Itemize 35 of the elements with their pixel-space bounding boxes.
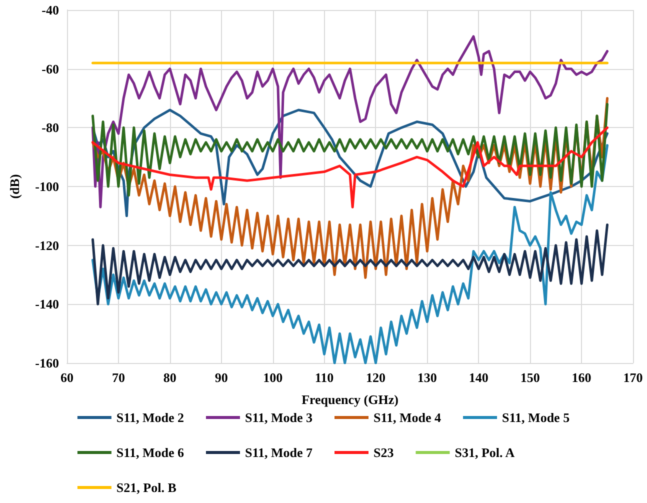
legend-label: S11, Mode 7 [244,445,313,460]
y-tick-label: -40 [42,2,59,18]
x-tick-label: 140 [468,370,488,385]
x-tick-label: 100 [263,370,283,385]
x-tick-label: 170 [623,370,643,385]
legend-label: S21, Pol. B [116,480,177,495]
legend-label: S11, Mode 4 [374,410,442,425]
legend-label: S11, Mode 6 [116,445,184,460]
x-tick-label: 110 [314,370,334,385]
legend-label: S11, Mode 5 [502,410,570,425]
y-tick-label: -80 [42,120,59,136]
line-series [91,144,609,364]
x-tick-label: 120 [366,370,386,385]
x-tick-label: 70 [112,370,125,385]
x-tick-label: 90 [214,370,228,385]
x-tick-label: 130 [417,370,437,385]
legend-label: S11, Mode 3 [244,410,313,425]
x-tick-label: 160 [572,370,592,385]
line-series [91,126,609,208]
y-tick-label: -120 [35,238,59,253]
x-tick-label: 60 [60,370,74,385]
x-tick-label: 80 [163,370,176,385]
legend-label: S31, Pol. A [454,445,516,460]
legend-label: S23 [374,445,394,460]
line-series [91,35,609,208]
legend-label: S11, Mode 2 [116,410,184,425]
y-tick-label: -60 [42,61,59,76]
line-series [91,102,609,197]
x-axis-title: Frequency (GHz) [302,392,398,407]
y-tick-label: -100 [35,179,59,194]
x-tick-label: 150 [520,370,540,385]
y-tick-label: -160 [35,356,59,370]
y-axis-title: (dB) [7,174,22,199]
y-tick-label: -140 [35,296,59,312]
line-series [91,223,609,306]
